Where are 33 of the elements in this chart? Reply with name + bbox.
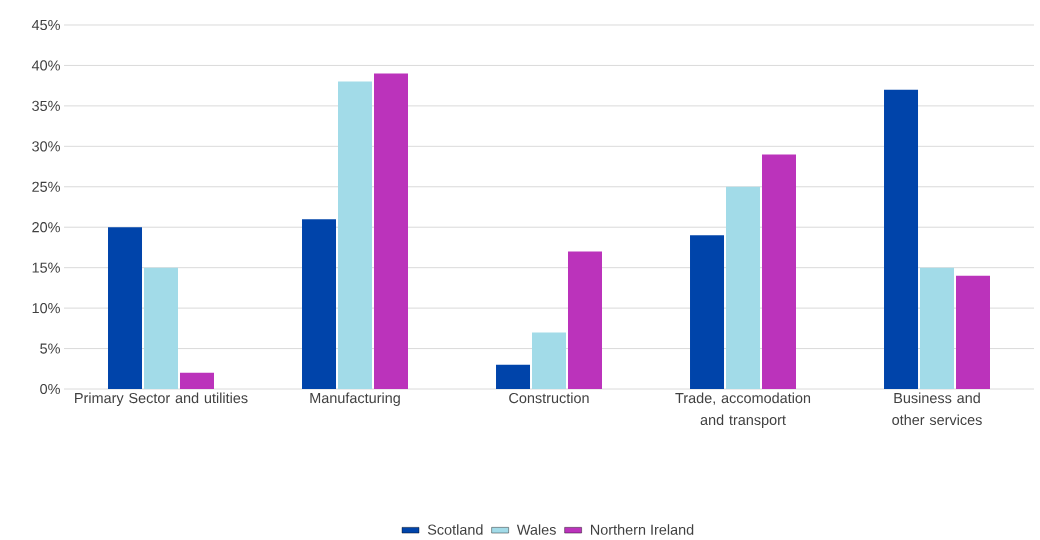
bar xyxy=(568,251,602,389)
legend-label: Northern Ireland xyxy=(591,524,694,535)
bar xyxy=(179,372,214,389)
bar xyxy=(496,364,531,389)
legend-label: Scotland xyxy=(427,524,483,535)
x-tick-label: Trade, accomodation and transport xyxy=(675,392,811,428)
bar xyxy=(338,81,372,389)
y-tick-label: 10% xyxy=(32,302,60,314)
x-tick-label: Business and other services xyxy=(892,392,982,426)
y-tick-label: 20% xyxy=(32,222,60,233)
bar xyxy=(690,235,725,389)
bar xyxy=(302,219,337,389)
x-tick-label: Manufacturing xyxy=(310,392,400,406)
x-tick-label: Primary Sector and utilities xyxy=(75,392,248,406)
x-tick-label: Construction xyxy=(509,392,589,404)
bar xyxy=(884,89,919,389)
y-tick-label: 40% xyxy=(31,60,60,71)
bar xyxy=(762,154,796,389)
y-tick-label: 25% xyxy=(32,181,60,192)
bar xyxy=(108,227,143,389)
y-tick-label: 35% xyxy=(32,100,60,111)
bar xyxy=(144,267,178,389)
y-tick-label: 30% xyxy=(32,141,60,152)
bar xyxy=(956,275,990,389)
bar xyxy=(532,332,566,389)
bar xyxy=(374,73,408,389)
legend-label: Wales xyxy=(516,524,556,535)
y-tick-label: 45% xyxy=(31,19,60,31)
y-tick-label: 5% xyxy=(40,343,60,354)
bar xyxy=(726,186,760,389)
y-tick-label: 15% xyxy=(32,262,60,273)
bar xyxy=(920,267,955,389)
y-tick-label: 0% xyxy=(40,383,60,395)
